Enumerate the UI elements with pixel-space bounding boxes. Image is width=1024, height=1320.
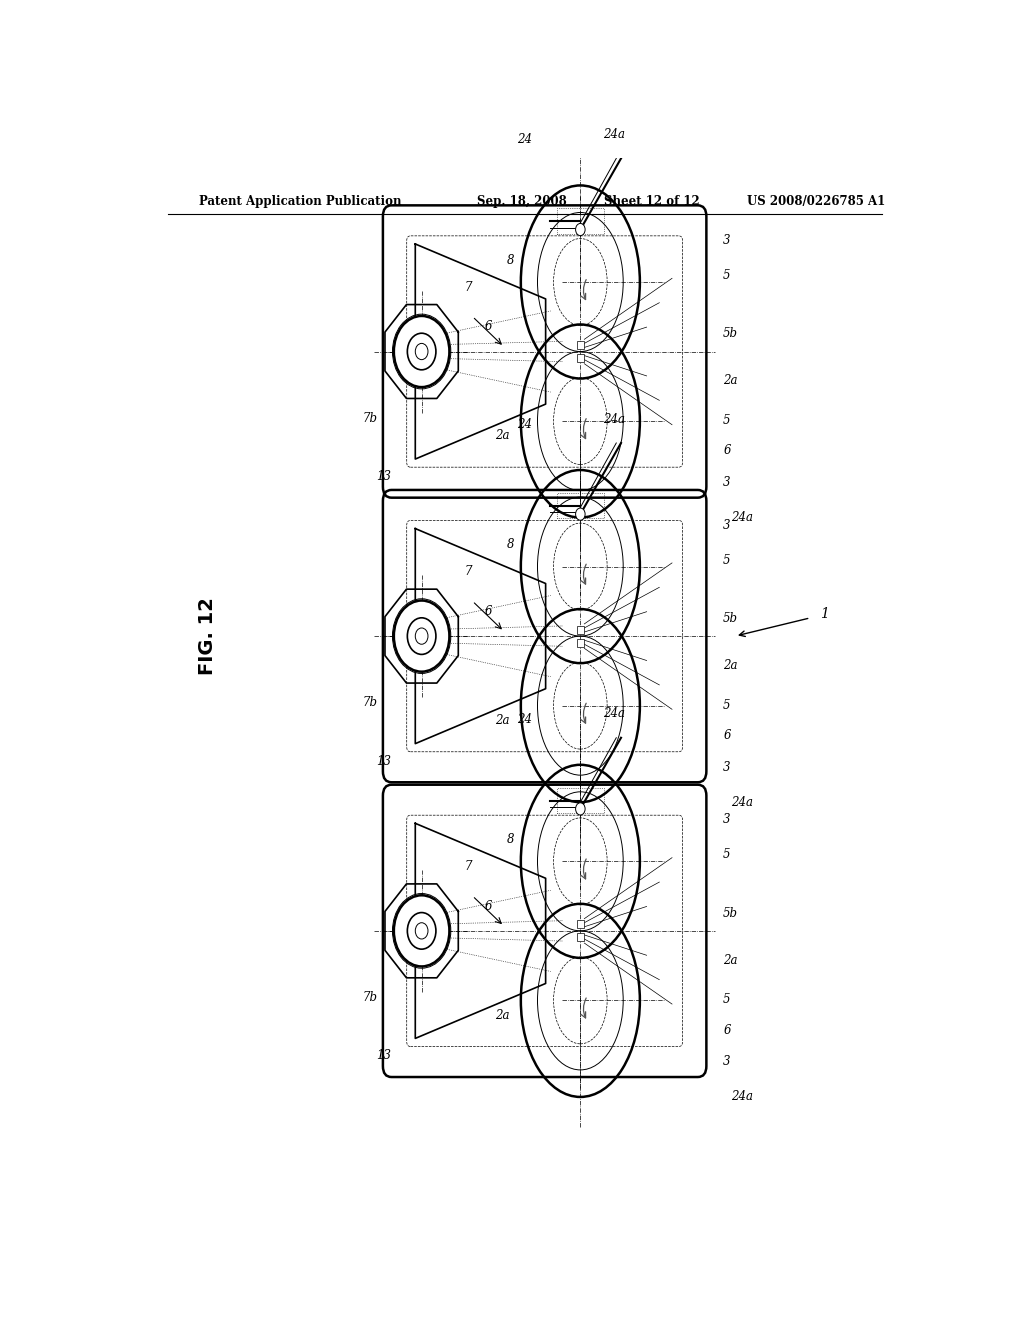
Text: 5: 5 (723, 849, 731, 862)
Bar (578, 933, 584, 941)
Text: 5: 5 (723, 269, 731, 282)
Text: 3: 3 (723, 1055, 731, 1068)
Bar (578, 354, 584, 362)
Text: 13: 13 (377, 470, 391, 483)
Circle shape (394, 315, 450, 387)
Bar (578, 626, 584, 634)
Text: 24: 24 (517, 133, 532, 147)
Text: 2a: 2a (496, 714, 510, 727)
Text: 3: 3 (723, 477, 731, 488)
Text: 24a: 24a (603, 128, 625, 141)
Text: 24a: 24a (603, 413, 625, 425)
Text: Patent Application Publication: Patent Application Publication (200, 194, 402, 207)
Text: 7b: 7b (362, 412, 378, 425)
Text: 24a: 24a (731, 511, 753, 524)
Text: 24a: 24a (731, 1090, 753, 1104)
Text: FIG. 12: FIG. 12 (198, 597, 217, 675)
Text: 5: 5 (723, 553, 731, 566)
Bar (578, 341, 584, 348)
Text: 6: 6 (484, 900, 492, 913)
Bar (557, 209, 604, 234)
Circle shape (575, 508, 585, 520)
Text: 24a: 24a (731, 796, 753, 809)
Text: 2a: 2a (723, 659, 737, 672)
Text: 7: 7 (465, 281, 472, 294)
Text: 13: 13 (377, 755, 391, 768)
Bar (557, 492, 604, 519)
Text: 6: 6 (484, 605, 492, 618)
Text: 2a: 2a (723, 375, 737, 387)
Text: Sheet 12 of 12: Sheet 12 of 12 (604, 194, 700, 207)
Text: 2a: 2a (723, 953, 737, 966)
Text: 5: 5 (723, 698, 731, 711)
Text: 24a: 24a (603, 708, 625, 721)
Text: 7: 7 (465, 861, 472, 873)
Text: 6: 6 (723, 445, 731, 457)
Text: 5b: 5b (723, 612, 738, 626)
Circle shape (575, 223, 585, 236)
Text: Sep. 18, 2008: Sep. 18, 2008 (477, 194, 567, 207)
Circle shape (394, 601, 450, 672)
Text: 3: 3 (723, 234, 731, 247)
Text: 1: 1 (820, 607, 828, 620)
Text: 7: 7 (465, 565, 472, 578)
Bar (578, 639, 584, 647)
Text: 8: 8 (507, 539, 514, 552)
Text: 3: 3 (723, 760, 731, 774)
Text: 24: 24 (517, 417, 532, 430)
Text: 5b: 5b (723, 907, 738, 920)
Bar (557, 788, 604, 813)
Text: 13: 13 (377, 1049, 391, 1063)
Text: 6: 6 (723, 729, 731, 742)
Bar (578, 920, 584, 928)
Circle shape (408, 333, 436, 370)
Text: 5b: 5b (723, 327, 738, 341)
Text: 8: 8 (507, 833, 514, 846)
Text: 6: 6 (723, 1024, 731, 1036)
Text: 5: 5 (723, 994, 731, 1006)
Text: 7b: 7b (362, 696, 378, 709)
Circle shape (408, 618, 436, 655)
Circle shape (575, 803, 585, 814)
Text: 3: 3 (723, 519, 731, 532)
Text: 5: 5 (723, 414, 731, 426)
Text: 2a: 2a (496, 1008, 510, 1022)
Circle shape (394, 895, 450, 966)
Circle shape (408, 912, 436, 949)
Text: 2a: 2a (496, 429, 510, 442)
Text: 7b: 7b (362, 991, 378, 1005)
Text: 24: 24 (517, 713, 532, 726)
Text: US 2008/0226785 A1: US 2008/0226785 A1 (748, 194, 886, 207)
Text: 8: 8 (507, 253, 514, 267)
Text: 3: 3 (723, 813, 731, 826)
Text: 6: 6 (484, 321, 492, 334)
